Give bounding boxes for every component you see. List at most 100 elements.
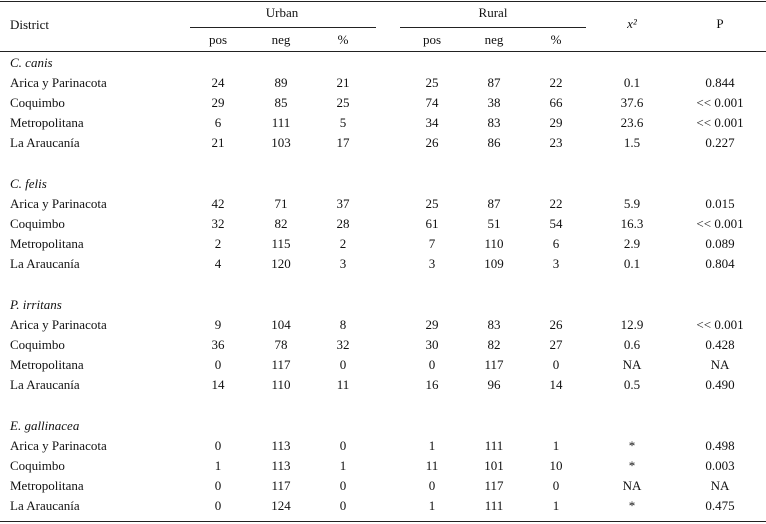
cell: 5.9 xyxy=(623,196,641,211)
cell: 0 xyxy=(428,478,436,493)
cell: 21 xyxy=(336,75,350,90)
cell: 0.015 xyxy=(705,196,735,211)
district: Coquimbo xyxy=(10,95,65,110)
cell: 11 xyxy=(425,458,439,473)
cell: 5 xyxy=(339,115,347,130)
cell: 11 xyxy=(336,377,350,392)
header-district: District xyxy=(10,17,49,32)
subheader: % xyxy=(550,32,562,47)
cell: 103 xyxy=(271,135,291,150)
cell: 32 xyxy=(211,216,225,231)
cell: 8 xyxy=(339,317,347,332)
header-p: P xyxy=(716,16,724,31)
cell: 1 xyxy=(428,498,436,513)
cell: 66 xyxy=(549,95,563,110)
cell: 14 xyxy=(211,377,225,392)
cell: 22 xyxy=(549,196,563,211)
cell: 14 xyxy=(549,377,563,392)
cell: * xyxy=(628,438,636,453)
cell: 4 xyxy=(214,256,222,271)
cell: 26 xyxy=(549,317,563,332)
cell: 1 xyxy=(552,438,560,453)
cell: 9 xyxy=(214,317,222,332)
cell: << 0.001 xyxy=(696,216,744,231)
cell: 0.5 xyxy=(623,377,641,392)
cell: 34 xyxy=(425,115,439,130)
cell: << 0.001 xyxy=(696,115,744,130)
top-rule xyxy=(0,1,766,2)
cell: 109 xyxy=(484,256,504,271)
cell: 0 xyxy=(339,438,347,453)
district: Coquimbo xyxy=(10,337,65,352)
cell: 0.227 xyxy=(705,135,735,150)
cell: 96 xyxy=(487,377,501,392)
cell: 0.475 xyxy=(705,498,735,513)
cell: 0 xyxy=(339,498,347,513)
subheader: neg xyxy=(271,32,291,47)
cell: 24 xyxy=(211,75,225,90)
district: Arica y Parinacota xyxy=(10,196,107,211)
district: Metropolitana xyxy=(10,357,84,372)
cell: 82 xyxy=(487,337,501,352)
group-rule xyxy=(400,27,586,28)
cell: 38 xyxy=(487,95,501,110)
cell: 78 xyxy=(274,337,288,352)
cell: 42 xyxy=(211,196,225,211)
cell: 10 xyxy=(549,458,563,473)
district: Coquimbo xyxy=(10,458,65,473)
cell: 30 xyxy=(425,337,439,352)
cell: 12.9 xyxy=(620,317,644,332)
subheader: pos xyxy=(422,32,442,47)
header-chi: x² xyxy=(627,16,637,31)
cell: 117 xyxy=(484,357,504,372)
district: Coquimbo xyxy=(10,216,65,231)
section-title: E. gallinacea xyxy=(10,418,80,433)
bottom-rule xyxy=(0,521,766,522)
subheader: % xyxy=(337,32,349,47)
cell: 37 xyxy=(336,196,350,211)
cell: 0 xyxy=(214,438,222,453)
cell: 3 xyxy=(552,256,560,271)
cell: 0.844 xyxy=(705,75,735,90)
district: La Araucanía xyxy=(10,256,80,271)
section-title: C. canis xyxy=(10,55,53,70)
header-group: Rural xyxy=(478,5,508,20)
cell: 1 xyxy=(339,458,347,473)
cell: 82 xyxy=(274,216,288,231)
cell: 117 xyxy=(484,478,504,493)
cell: 87 xyxy=(487,196,501,211)
cell: 25 xyxy=(425,196,439,211)
cell: 111 xyxy=(484,498,504,513)
cell: 3 xyxy=(428,256,436,271)
cell: 74 xyxy=(425,95,439,110)
cell: 0 xyxy=(214,357,222,372)
cell: 0.6 xyxy=(623,337,641,352)
cell: 101 xyxy=(484,458,504,473)
cell: 27 xyxy=(549,337,563,352)
cell: 32 xyxy=(336,337,350,352)
cell: 17 xyxy=(336,135,350,150)
cell: 113 xyxy=(271,458,291,473)
cell: * xyxy=(628,498,636,513)
cell: 6 xyxy=(214,115,222,130)
cell: 29 xyxy=(211,95,225,110)
header-group: Urban xyxy=(265,5,299,20)
cell: 110 xyxy=(271,377,291,392)
cell: 0.804 xyxy=(705,256,735,271)
cell: 51 xyxy=(487,216,501,231)
cell: 111 xyxy=(271,115,291,130)
cell: 25 xyxy=(425,75,439,90)
subheader: pos xyxy=(208,32,228,47)
district: Metropolitana xyxy=(10,478,84,493)
cell: 25 xyxy=(336,95,350,110)
cell: 104 xyxy=(271,317,291,332)
cell: 0.490 xyxy=(705,377,735,392)
cell: 2.9 xyxy=(623,236,641,251)
cell: 0 xyxy=(214,498,222,513)
cell: 111 xyxy=(484,438,504,453)
cell: 83 xyxy=(487,115,501,130)
cell: 0 xyxy=(428,357,436,372)
cell: 0 xyxy=(552,357,560,372)
cell: 36 xyxy=(211,337,225,352)
